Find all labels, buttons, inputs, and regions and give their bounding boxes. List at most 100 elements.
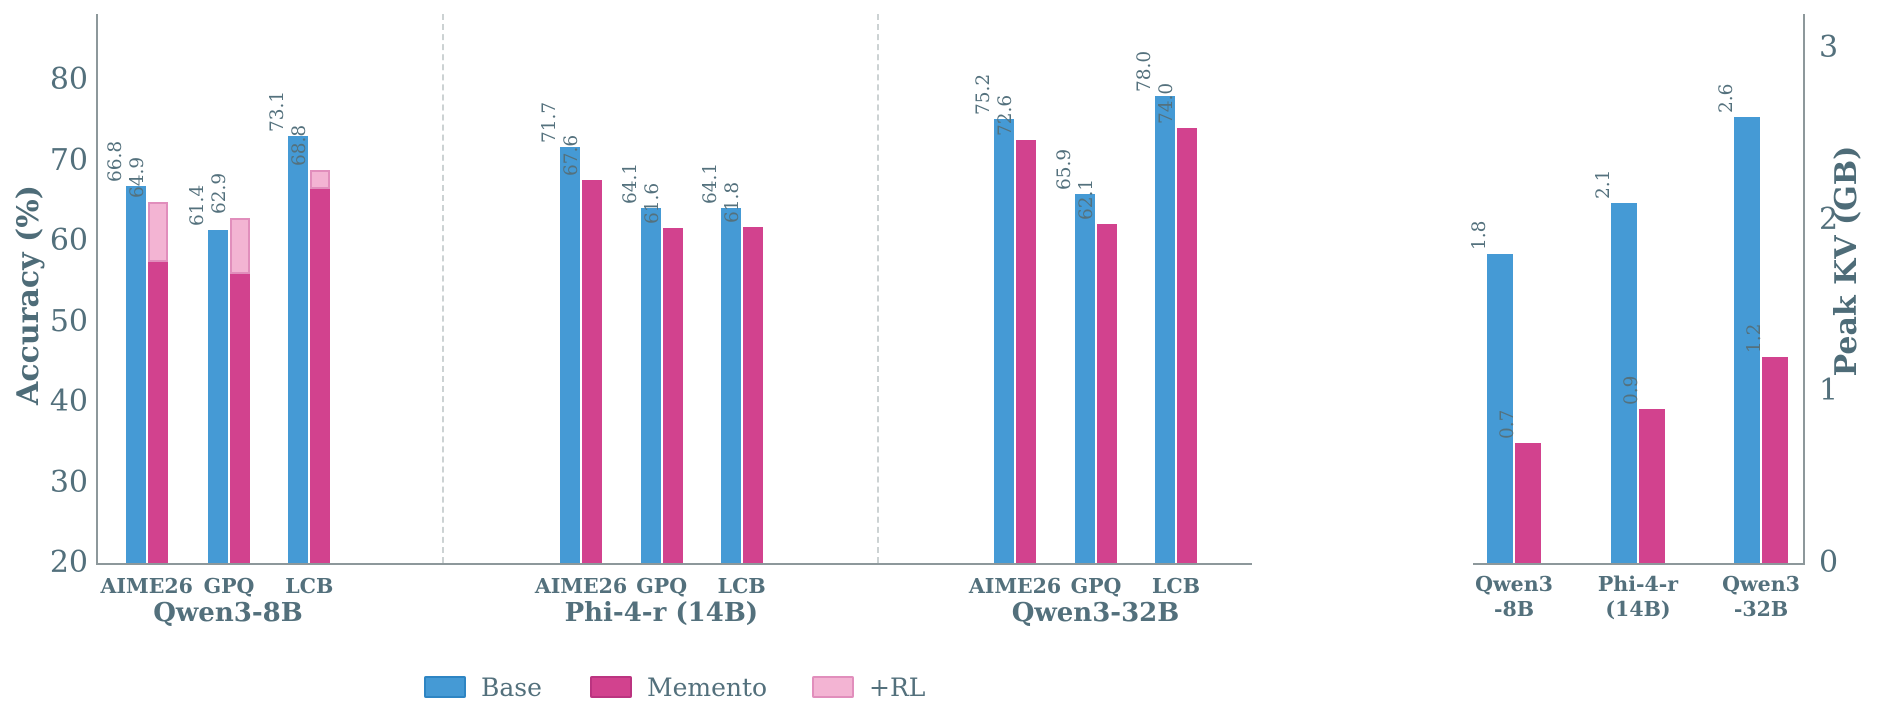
group-label: Qwen3-8B <box>153 598 303 628</box>
y-tick-label: 50 <box>49 303 88 339</box>
bar-value-label: 64.1 <box>699 162 721 204</box>
bar-memento <box>742 226 763 563</box>
x-tick-label-line: Phi-4-r <box>1597 572 1679 596</box>
y-tick-label: 60 <box>49 223 88 258</box>
x-tick-label: Qwen3 -32B <box>1681 572 1841 622</box>
bar-base <box>1611 202 1637 563</box>
y-tick-label: 20 <box>49 545 88 580</box>
bar-memento <box>1097 224 1117 563</box>
x-tick-label-line: (14B) <box>1605 597 1671 621</box>
legend-item-rl: +RL <box>812 672 926 702</box>
bar-value-label: 0.9 <box>1621 375 1642 405</box>
bar-value-label: 61.4 <box>187 184 208 226</box>
bar-value-label: 67.6 <box>561 134 582 176</box>
y-tick-label: 70 <box>49 142 88 178</box>
x-tick-label: AIME26 <box>534 574 628 598</box>
group-label: Qwen3-32B <box>1011 598 1180 628</box>
bar-value-label: 78.0 <box>1134 50 1155 93</box>
bar-value-label: 71.7 <box>539 101 560 143</box>
bar-value-label: 62.1 <box>1076 178 1097 221</box>
bar-memento <box>1639 408 1665 563</box>
legend-label-rl: +RL <box>869 672 926 702</box>
x-tick-label: GPQ <box>203 574 255 598</box>
bar-value-label: 65.9 <box>1054 148 1075 190</box>
y-tick-label: 1 <box>1819 373 1839 409</box>
legend-label-base: Base <box>481 672 542 702</box>
group-label: Phi-4-r (14B) <box>564 598 759 628</box>
y-tick-label: 40 <box>49 384 88 419</box>
bar-value-label: 64.1 <box>619 162 641 204</box>
bar-memento <box>310 188 331 563</box>
bar-value-label: 2.1 <box>1593 169 1614 199</box>
bar-base <box>1075 193 1095 563</box>
x-tick-label: Qwen3 -8B <box>1434 572 1594 622</box>
legend-label-memento: Memento <box>647 672 768 702</box>
bar-base <box>560 146 580 563</box>
group-separator <box>877 14 879 563</box>
bar-value-label: 64.9 <box>126 156 148 198</box>
bar-memento <box>1515 442 1541 563</box>
x-tick-label: Phi-4-r (14B) <box>1558 572 1718 622</box>
bar-value-label: 66.8 <box>104 141 126 183</box>
x-tick-label: AIME26 <box>100 574 193 598</box>
y-tick-label: 30 <box>49 464 88 500</box>
bar-memento <box>582 179 602 563</box>
x-tick-label-line: -32B <box>1733 597 1789 621</box>
right-axis-spine <box>1803 14 1805 565</box>
y-tick-label: 2 <box>1819 201 1839 237</box>
bar-value-label: 75.2 <box>973 73 994 115</box>
y-tick-label: 0 <box>1819 545 1839 580</box>
bar-value-label: 72.6 <box>995 94 1016 136</box>
bar-value-label: 1.2 <box>1744 323 1765 354</box>
x-tick-label-line: Qwen3 <box>1722 572 1800 596</box>
legend-item-base: Base <box>424 672 542 702</box>
x-tick-label: GPQ <box>636 574 688 598</box>
x-tick-label: LCB <box>717 574 766 598</box>
bar-base <box>208 229 228 563</box>
bar-value-label: 68.8 <box>289 124 311 167</box>
bar-base <box>288 135 309 563</box>
bar-memento <box>662 228 683 563</box>
bar-value-label: 61.6 <box>641 182 663 225</box>
bar-value-label: 74.0 <box>1156 83 1177 125</box>
bar-memento <box>147 261 168 563</box>
legend-item-memento: Memento <box>590 672 768 702</box>
bar-value-label: 61.8 <box>721 181 743 223</box>
y-tick-label: 3 <box>1819 30 1839 66</box>
bar-memento <box>1177 128 1197 563</box>
bar-base <box>640 207 661 563</box>
bar-base <box>1155 96 1175 563</box>
x-tick-label: LCB <box>1151 574 1201 598</box>
bar-base <box>125 186 146 563</box>
x-tick-label: GPQ <box>1070 574 1122 598</box>
bar-base <box>1487 254 1513 563</box>
bar-value-label: 62.9 <box>209 172 230 214</box>
legend-swatch-memento <box>590 676 632 698</box>
group-separator <box>442 14 444 563</box>
legend-swatch-base <box>424 676 466 698</box>
bar-value-label: 2.6 <box>1716 83 1737 113</box>
bar-value-label: 1.8 <box>1469 220 1490 251</box>
y-tick-label: 80 <box>49 62 88 97</box>
x-tick-label-line: Qwen3 <box>1475 572 1553 596</box>
bar-memento <box>1016 139 1036 563</box>
bar-rl-cap <box>230 217 250 274</box>
legend: Base Memento +RL <box>0 664 1882 710</box>
x-tick-label: LCB <box>285 574 334 598</box>
bar-value-label: 0.7 <box>1497 409 1518 439</box>
bar-memento <box>230 274 250 563</box>
bar-value-label: 73.1 <box>267 90 289 132</box>
bar-rl-cap <box>147 201 168 262</box>
x-tick-label: AIME26 <box>968 574 1062 598</box>
bar-memento <box>1762 357 1788 563</box>
left-axis-spine <box>96 14 98 565</box>
x-tick-label-line: -8B <box>1493 597 1535 621</box>
right-bottom-axis-spine <box>1473 563 1805 565</box>
left-bottom-axis-spine <box>96 563 1252 565</box>
legend-swatch-rl <box>812 676 854 698</box>
bar-rl-cap <box>310 170 331 189</box>
bar-base <box>720 207 741 563</box>
bar-base <box>994 118 1014 563</box>
bar-base <box>1734 116 1760 563</box>
